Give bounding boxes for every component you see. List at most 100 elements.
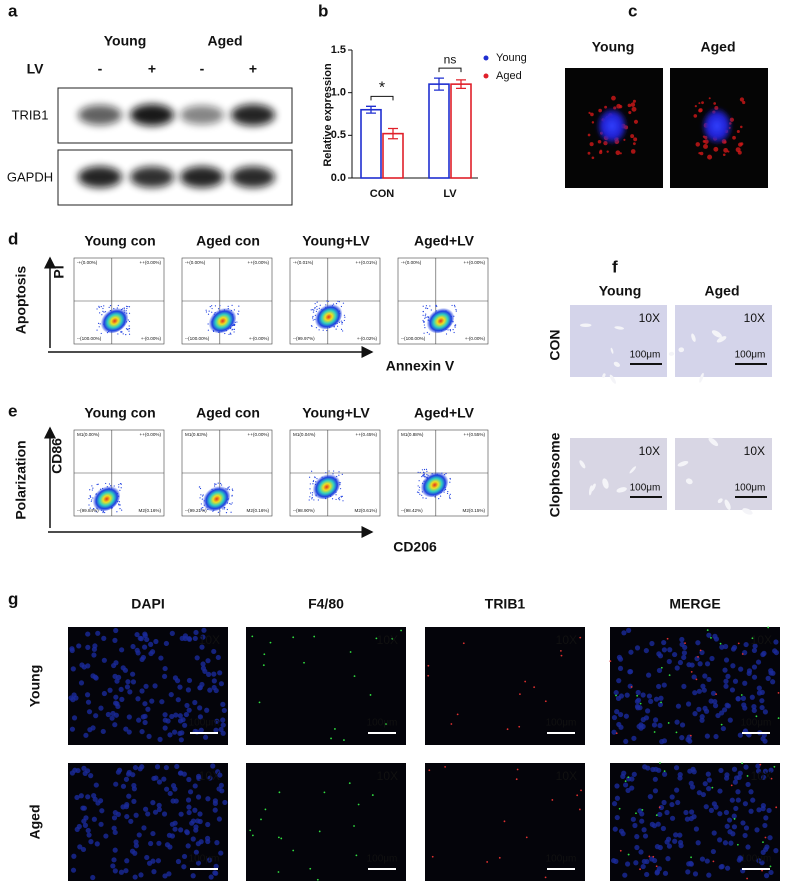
event: [90, 496, 92, 498]
f480-signal: [636, 694, 639, 697]
f480-signal: [277, 836, 280, 839]
nucleus: [112, 847, 118, 853]
speckle: [588, 111, 591, 115]
event: [308, 499, 310, 501]
nucleus: [631, 735, 637, 741]
nucleus: [151, 869, 157, 875]
quadrant-label: M2(0.16%): [139, 508, 162, 513]
nucleus: [713, 636, 720, 642]
nucleus: [220, 730, 226, 736]
f480-signal: [303, 661, 305, 664]
nucleus: [692, 711, 698, 717]
vessel: [616, 487, 627, 493]
trib1-signal: [761, 869, 763, 872]
nucleus: [133, 812, 139, 818]
event: [92, 487, 94, 489]
nucleus: [673, 765, 680, 771]
nucleus: [614, 783, 620, 789]
nucleus: [656, 683, 662, 690]
nucleus: [648, 698, 654, 704]
nucleus: [186, 804, 192, 810]
band-label: TRIB1: [12, 107, 49, 122]
nucleus: [98, 705, 104, 711]
nucleus: [669, 801, 675, 808]
nucleus: [84, 692, 91, 698]
event: [119, 508, 121, 510]
nucleus: [703, 708, 710, 714]
f480-signal: [292, 849, 295, 852]
event: [118, 483, 120, 486]
event: [105, 482, 107, 485]
nucleus: [169, 833, 176, 839]
speckle: [632, 142, 636, 146]
event: [118, 501, 121, 503]
legend-swatch: [483, 55, 489, 61]
nucleus: [681, 654, 687, 661]
nucleus: [656, 866, 662, 872]
nucleus: [743, 825, 750, 831]
nucleus: [640, 723, 646, 730]
event: [93, 507, 95, 510]
event: [328, 470, 330, 472]
quadrant-label: M2(0.61%): [355, 508, 378, 513]
nucleus: [759, 698, 765, 704]
event: [425, 497, 427, 499]
nucleus: [677, 839, 684, 846]
nucleus: [113, 781, 119, 787]
quadrant-label: --(98.90%): [293, 508, 315, 513]
nucleus: [754, 827, 760, 833]
nucleus: [651, 722, 658, 728]
plot-title: Young+LV: [302, 233, 370, 249]
scale-bar-label: 100μm: [741, 718, 772, 729]
nucleus: [70, 666, 76, 672]
nucleus: [634, 645, 641, 651]
nucleus: [723, 809, 730, 816]
event: [430, 309, 432, 311]
nucleus: [123, 776, 130, 782]
nucleus: [192, 699, 198, 706]
panel-letter: a: [8, 1, 18, 20]
nucleus: [130, 643, 136, 650]
vessel: [668, 351, 675, 356]
nucleus: [126, 793, 132, 799]
nucleus: [90, 874, 96, 881]
event: [425, 305, 428, 307]
nucleus: [674, 787, 680, 793]
quadrant-label: ++(0.00%): [248, 260, 270, 265]
nucleus: [86, 832, 92, 838]
nucleus: [70, 867, 77, 873]
nucleus: [197, 714, 203, 720]
nucleus: [149, 649, 156, 655]
nucleus: [215, 654, 221, 661]
event: [449, 497, 451, 499]
nucleus: [746, 668, 753, 674]
speckle: [703, 143, 708, 149]
event: [126, 307, 128, 310]
trib1-signal: [648, 855, 651, 858]
panel-letter: e: [8, 401, 17, 420]
event: [217, 482, 219, 484]
event: [422, 497, 424, 499]
nucleus: [212, 870, 218, 876]
nucleus: [131, 798, 137, 804]
column-label: DAPI: [131, 596, 164, 612]
nucleus: [719, 863, 725, 870]
nucleus: [717, 811, 723, 817]
nucleus: [133, 839, 139, 845]
trib1-signal: [619, 849, 622, 852]
nucleus: [685, 701, 692, 707]
nucleus: [635, 689, 641, 696]
event: [228, 486, 230, 488]
event: [127, 319, 129, 321]
nucleus: [211, 648, 217, 655]
trib1-signal: [462, 642, 465, 645]
nucleus: [143, 683, 149, 689]
nucleus: [112, 868, 118, 874]
nucleus: [214, 718, 220, 724]
nucleus: [77, 844, 83, 850]
nucleus: [613, 689, 619, 696]
trib1-signal: [652, 855, 655, 858]
nucleus: [198, 727, 204, 733]
nucleus: [760, 806, 766, 812]
event: [223, 508, 225, 510]
